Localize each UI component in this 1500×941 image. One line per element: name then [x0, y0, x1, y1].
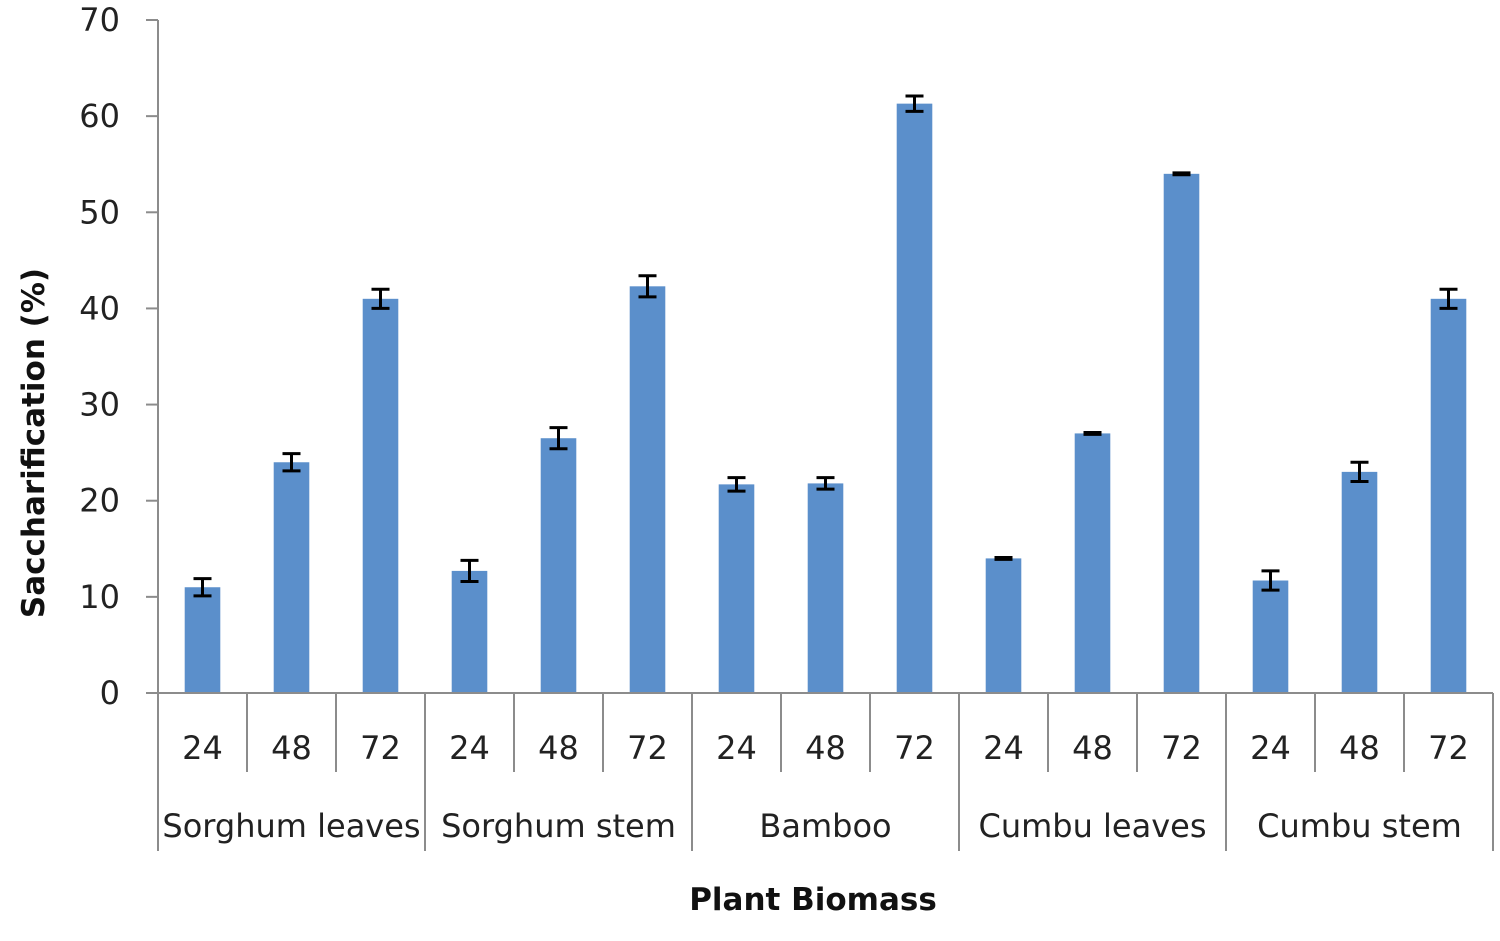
- x-axis: 24 48 72 Sorghum leaves 24 48 72 Sorghum stem 24…: [157, 692, 1494, 851]
- bar: [362, 298, 399, 693]
- y-tick-label: 30: [79, 386, 120, 424]
- group-label: Bamboo: [759, 807, 891, 845]
- bar: [540, 438, 577, 693]
- x-axis-title: Plant Biomass: [689, 882, 937, 918]
- x-tick-label: 48: [1072, 729, 1113, 767]
- x-tick-label: 72: [1428, 729, 1469, 767]
- y-axis: 0 10 20 30 40 50 60 70: [79, 1, 159, 712]
- x-tick-label: 72: [1161, 729, 1202, 767]
- group-label: Sorghum leaves: [162, 807, 420, 845]
- y-axis-title: Saccharification (%): [16, 268, 52, 618]
- bar: [273, 462, 310, 693]
- bar: [1430, 298, 1467, 693]
- y-tick-label: 60: [79, 97, 120, 135]
- y-tick-label: 20: [79, 482, 120, 520]
- group-label: Sorghum stem: [441, 807, 676, 845]
- x-tick-label: 24: [1250, 729, 1291, 767]
- bar: [1074, 433, 1111, 693]
- bar: [629, 286, 666, 693]
- bars: [184, 94, 1467, 694]
- x-tick-label: 24: [182, 729, 223, 767]
- group-label: Cumbu stem: [1257, 807, 1462, 845]
- bar: [184, 587, 221, 693]
- x-tick-label: 24: [983, 729, 1024, 767]
- group-label: Cumbu leaves: [978, 807, 1206, 845]
- y-tick-label: 40: [79, 289, 120, 327]
- x-tick-label: 48: [271, 729, 312, 767]
- bar: [1252, 580, 1289, 693]
- x-tick-label: 48: [1339, 729, 1380, 767]
- x-tick-label: 72: [894, 729, 935, 767]
- y-tick-label: 70: [79, 1, 120, 39]
- bar: [807, 483, 844, 693]
- bar: [985, 558, 1022, 693]
- x-tick-label: 72: [360, 729, 401, 767]
- bar: [718, 484, 755, 693]
- y-tick-label: 50: [79, 193, 120, 231]
- x-tick-label: 24: [449, 729, 490, 767]
- x-tick-label: 48: [805, 729, 846, 767]
- y-tick-label: 0: [100, 674, 120, 712]
- x-tick-label: 48: [538, 729, 579, 767]
- x-tick-label: 72: [627, 729, 668, 767]
- bar: [451, 570, 488, 693]
- bar: [896, 103, 933, 693]
- bar: [1341, 471, 1378, 693]
- bar: [1163, 173, 1200, 694]
- y-tick-label: 10: [79, 578, 120, 616]
- x-tick-label: 24: [716, 729, 757, 767]
